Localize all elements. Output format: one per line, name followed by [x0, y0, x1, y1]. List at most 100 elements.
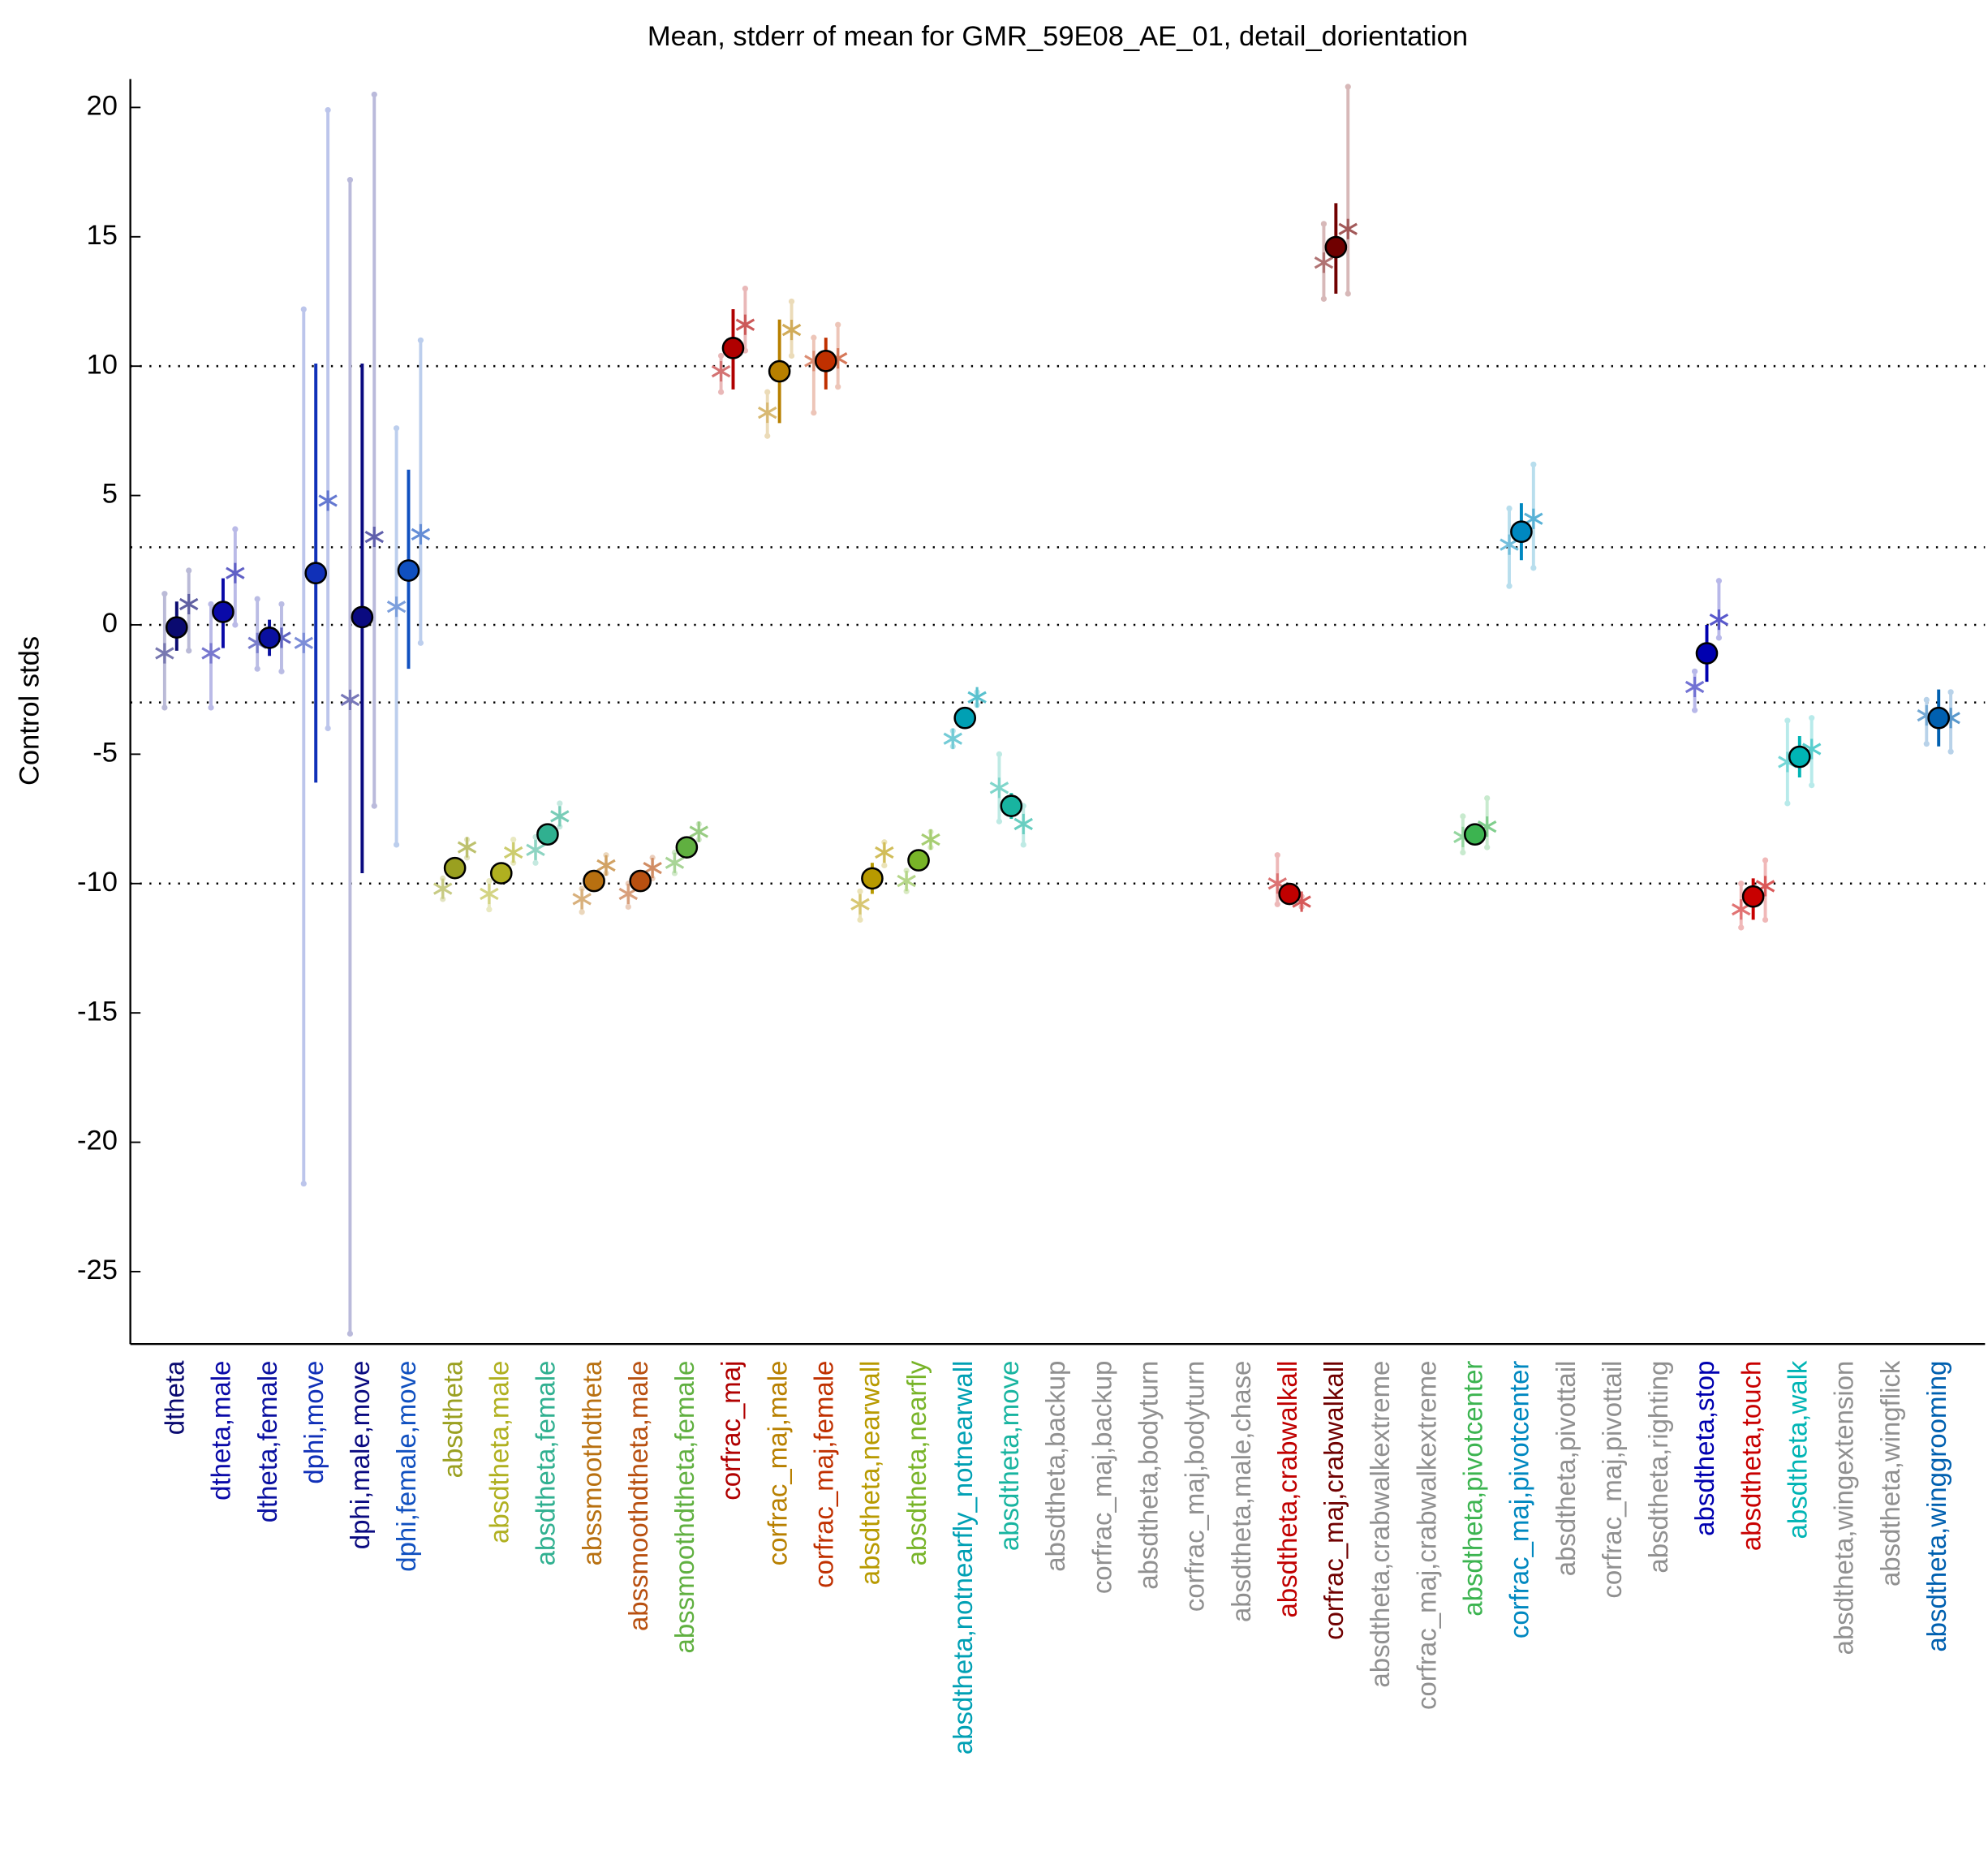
- x-tick-label: dphi,male,move: [345, 1361, 375, 1550]
- star-error-cap: [557, 800, 563, 807]
- star: [1500, 534, 1519, 555]
- star-error-cap: [1506, 505, 1513, 512]
- mean-marker: [675, 836, 699, 859]
- y-tick-label: -5: [93, 737, 118, 768]
- star-error-cap: [1345, 84, 1351, 90]
- star-error-cap: [557, 824, 563, 830]
- star: [155, 643, 174, 664]
- mean-marker: [489, 862, 513, 885]
- mean-marker: [397, 559, 420, 582]
- star-error-cap: [996, 751, 1003, 757]
- star-error-cap: [325, 106, 331, 114]
- star-error-cap: [579, 909, 585, 915]
- star-error-cap: [208, 704, 214, 711]
- mean-marker: [212, 601, 235, 623]
- star-error-cap: [1715, 578, 1723, 584]
- star-error-cap: [232, 526, 239, 532]
- star: [457, 837, 477, 858]
- star-error-cap: [486, 877, 493, 885]
- star: [1524, 508, 1543, 529]
- star-error-cap: [1947, 748, 1954, 755]
- y-tick-label: 5: [102, 479, 118, 510]
- star-error-cap: [579, 885, 585, 892]
- star-error-cap: [788, 352, 795, 360]
- x-tick-label: dphi,move: [299, 1361, 329, 1484]
- star-error-cap: [1923, 696, 1930, 704]
- star-error-cap: [278, 601, 285, 608]
- star-error-cap: [903, 868, 910, 874]
- star: [989, 777, 1009, 799]
- star: [921, 829, 940, 850]
- y-axis-label: Control stds: [14, 636, 45, 786]
- star: [758, 403, 777, 424]
- x-tick-label: corfrac_maj,bodyturn: [1180, 1361, 1210, 1612]
- star-error-cap: [346, 177, 354, 183]
- star-error-cap: [1738, 880, 1745, 887]
- star-error-cap: [996, 818, 1003, 825]
- star-error-cap: [835, 321, 841, 328]
- y-tick-label: 20: [87, 91, 118, 122]
- star-error-cap: [881, 862, 888, 869]
- mean-marker: [1510, 520, 1533, 544]
- x-tick-label: abssmoothdtheta,female: [669, 1361, 699, 1654]
- x-tick-label: corfrac_maj,pivotcenter: [1504, 1361, 1534, 1639]
- x-tick-label: absdtheta,righting: [1643, 1361, 1673, 1574]
- x-tick-label: absdtheta,crabwalkall: [1272, 1361, 1302, 1618]
- star: [943, 728, 963, 749]
- star: [179, 593, 199, 615]
- x-tick-label: corfrac_maj: [716, 1361, 746, 1500]
- mean-marker: [768, 360, 791, 383]
- x-tick-label: absdtheta,move: [994, 1361, 1024, 1552]
- star: [526, 839, 545, 860]
- mean-marker: [1788, 745, 1811, 769]
- star-error-cap: [346, 1330, 354, 1337]
- star: [1013, 813, 1033, 835]
- star: [665, 852, 685, 873]
- x-tick-label: absdtheta,winggrooming: [1921, 1361, 1951, 1652]
- star: [618, 883, 639, 905]
- star-error-cap: [1274, 901, 1280, 907]
- star: [897, 871, 916, 892]
- mean-marker: [1000, 794, 1023, 817]
- x-tick-label: corfrac_maj,crabwalkall: [1319, 1361, 1349, 1640]
- mean-marker: [583, 869, 605, 893]
- star: [781, 319, 802, 341]
- star-error-cap: [1947, 689, 1954, 695]
- x-tick-label: corfrac_maj,female: [808, 1361, 838, 1588]
- star-error-cap: [1809, 782, 1815, 789]
- star-error-cap: [254, 665, 260, 672]
- star-error-cap: [788, 298, 795, 305]
- star: [503, 842, 523, 863]
- star: [643, 858, 662, 879]
- mean-marker: [1927, 706, 1951, 730]
- star-error-cap: [1484, 844, 1491, 850]
- mean-marker: [165, 616, 188, 639]
- mean-marker: [1463, 823, 1487, 846]
- star-error-cap: [717, 389, 725, 395]
- x-tick-label: absdtheta,stop: [1689, 1361, 1719, 1536]
- star-error-cap: [1923, 741, 1930, 747]
- star-error-cap: [671, 849, 678, 856]
- star: [294, 632, 313, 653]
- y-tick-label: -20: [77, 1126, 118, 1156]
- x-tick-label: absdtheta,wingextension: [1829, 1361, 1859, 1655]
- star: [340, 689, 360, 710]
- star-error-cap: [857, 916, 863, 924]
- star-error-cap: [1691, 668, 1698, 674]
- star-error-cap: [440, 896, 446, 902]
- mean-marker: [1278, 882, 1302, 906]
- mean-marker: [443, 856, 467, 880]
- x-tick-label: absdtheta,male: [484, 1361, 514, 1544]
- x-tick-label: corfrac_maj,male: [762, 1361, 792, 1566]
- y-tick-label: 15: [87, 220, 118, 251]
- mean-marker: [1741, 885, 1765, 908]
- x-tick-label: absdtheta,male,chase: [1226, 1361, 1256, 1622]
- mean-marker: [814, 349, 837, 372]
- star-error-cap: [161, 591, 168, 597]
- mean-marker: [1695, 642, 1719, 665]
- star-error-cap: [186, 648, 192, 654]
- star-error-cap: [1506, 583, 1513, 589]
- y-tick-label: 10: [87, 349, 118, 380]
- x-tick-label: abssmoothdtheta: [577, 1360, 607, 1565]
